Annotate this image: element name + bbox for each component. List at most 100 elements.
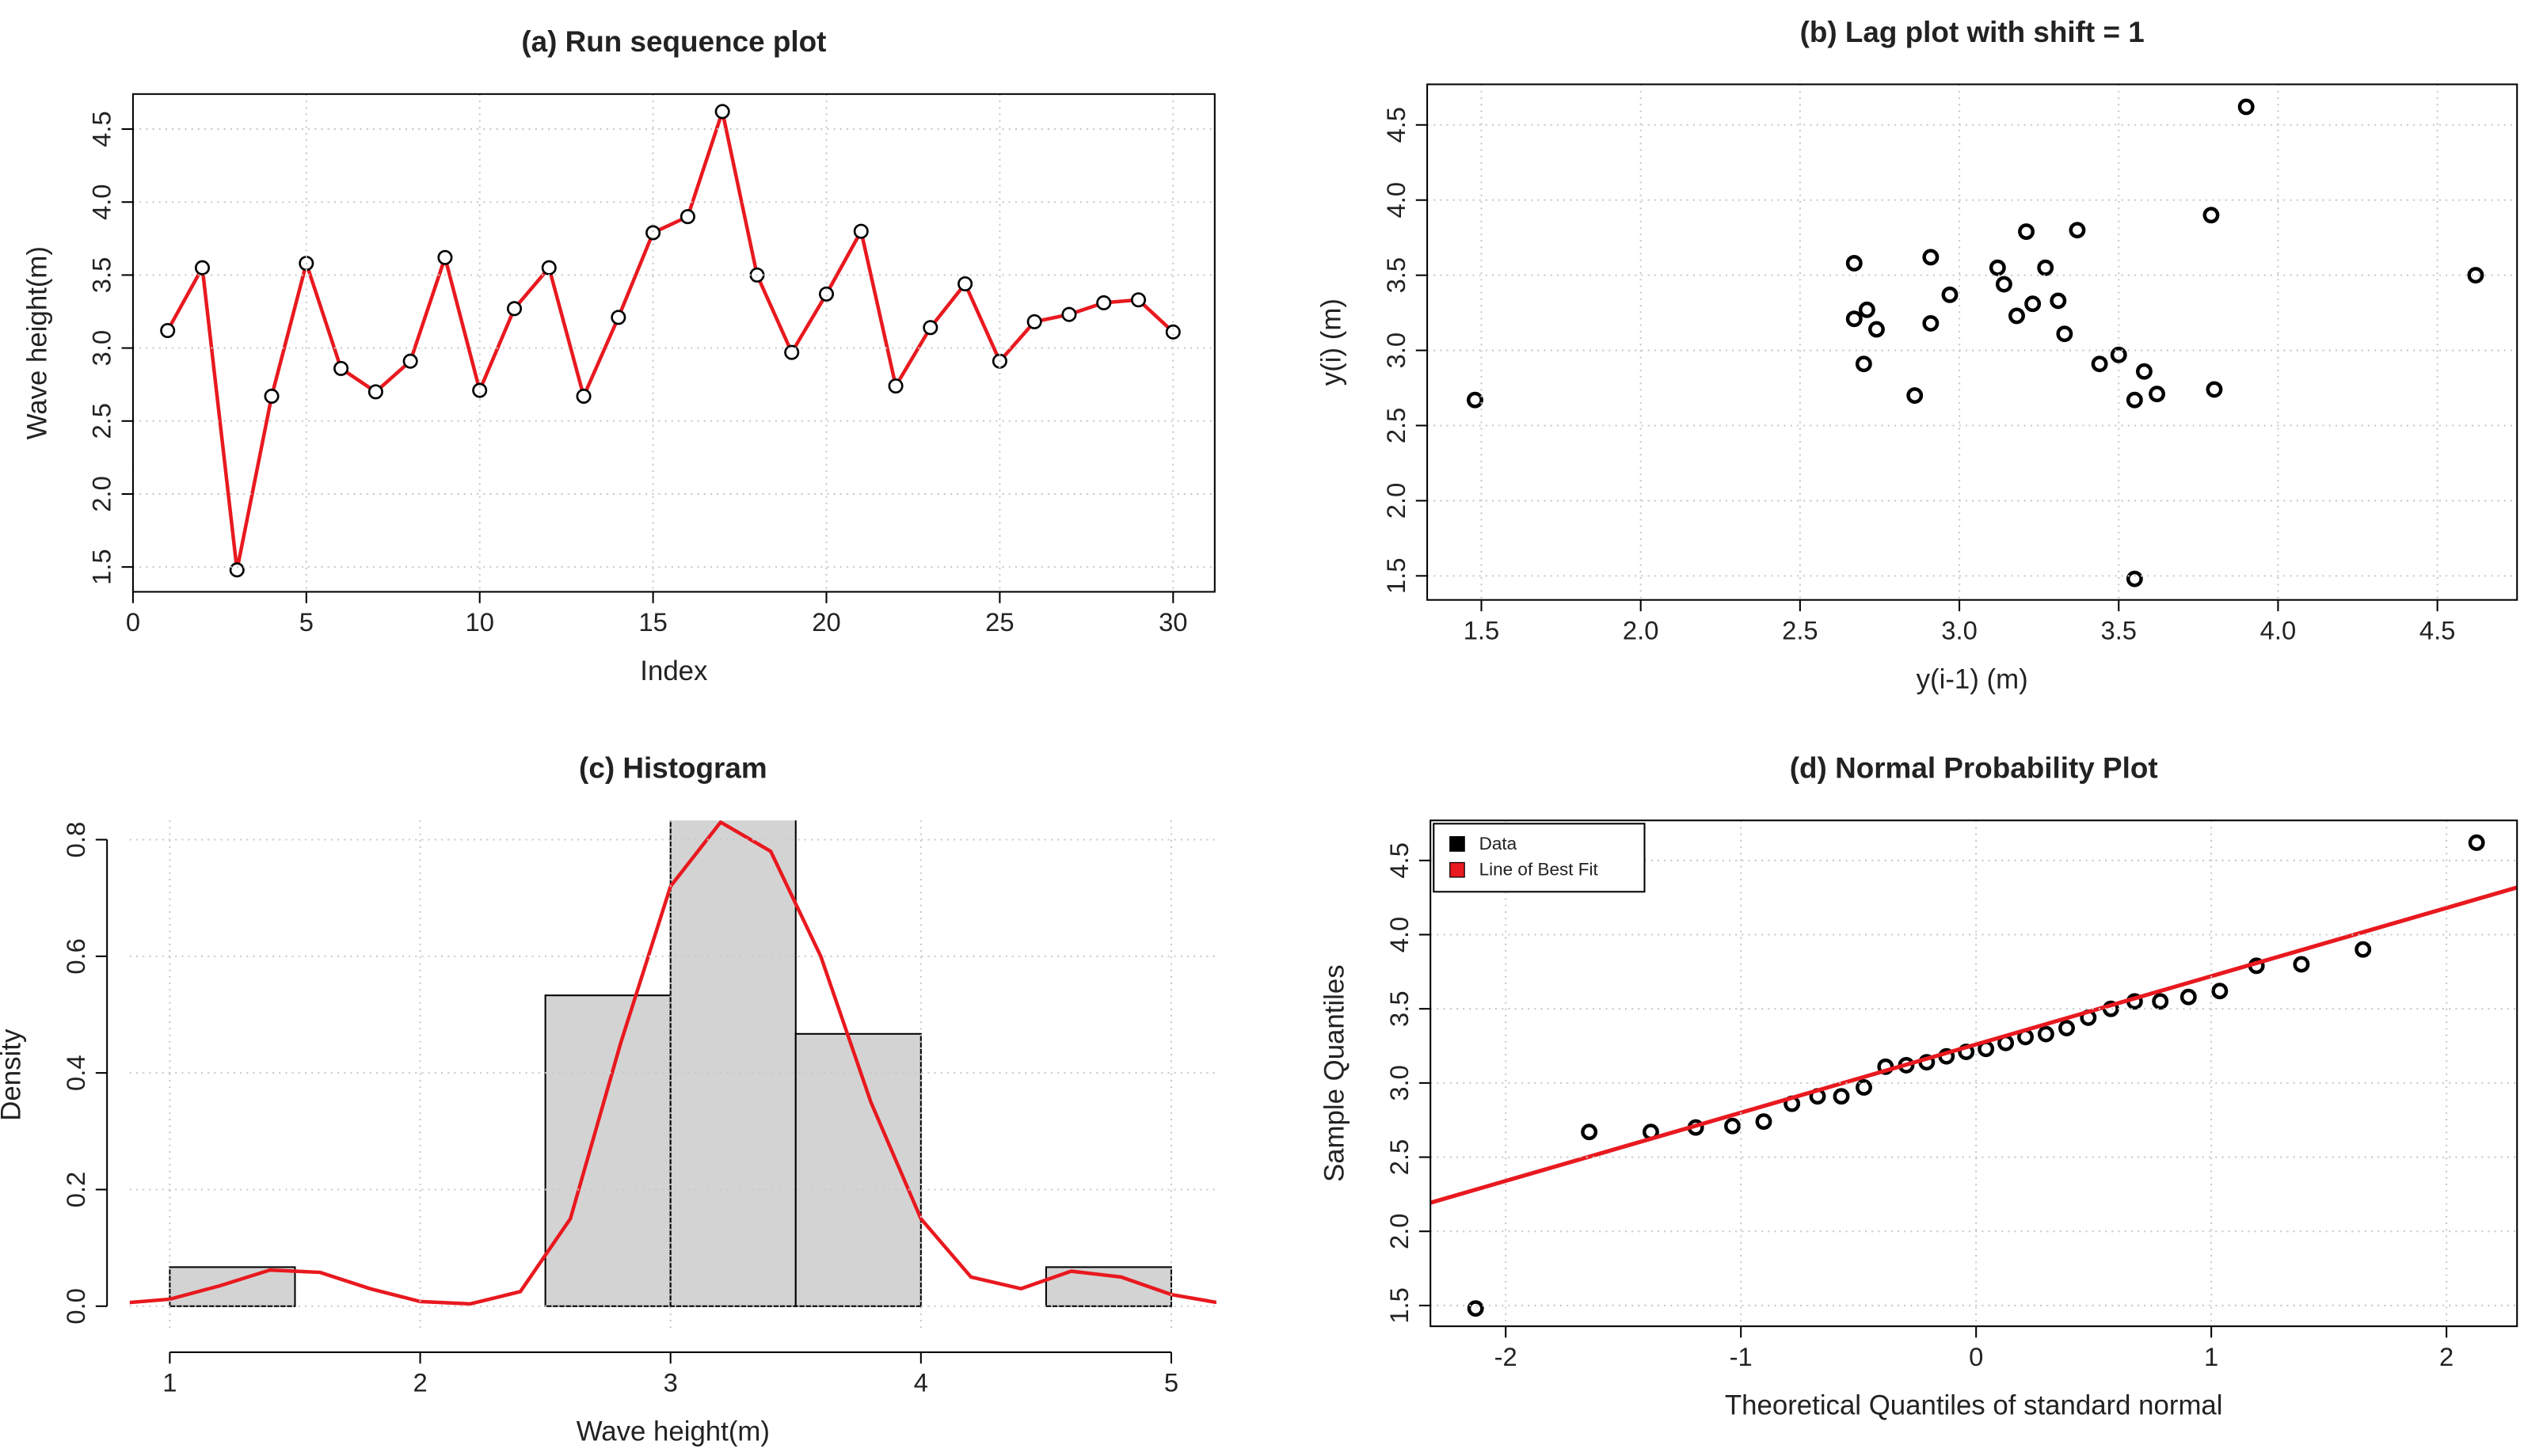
y-tick-label: 4.0 (1384, 917, 1414, 953)
point (1467, 1300, 1484, 1317)
y-axis-label: Density (0, 1028, 27, 1121)
bar (794, 1032, 922, 1307)
point (2293, 956, 2310, 973)
x-tick-label: 2.5 (1782, 615, 1818, 644)
point (2069, 222, 2086, 239)
x-tick-label: 3.5 (2100, 615, 2137, 644)
point (229, 562, 245, 578)
y-axis-label: Sample Quantiles (1319, 964, 1350, 1182)
point (1845, 310, 1863, 328)
y-tick-label: 3.0 (1381, 333, 1410, 369)
point (1941, 286, 1959, 303)
point (2355, 941, 2372, 958)
point (2211, 983, 2229, 1000)
point (2149, 386, 2165, 403)
point (1755, 1113, 1772, 1131)
point (818, 286, 835, 302)
y-tick-label: 4.5 (87, 111, 116, 147)
point (1833, 1088, 1850, 1105)
x-tick-label: 0 (126, 607, 140, 637)
point (1906, 387, 1924, 404)
y-tick-label: 1.5 (87, 549, 116, 585)
point (1922, 249, 1940, 266)
point (437, 249, 453, 265)
point (714, 104, 730, 120)
point (645, 225, 661, 241)
point (472, 382, 488, 398)
point (1856, 1079, 1872, 1096)
x-tick-label: 1.5 (1464, 615, 1500, 644)
x-tick-label: 0 (1969, 1342, 1983, 1371)
line (166, 105, 1174, 571)
point (2136, 363, 2153, 380)
x-tick-label: 3.0 (1941, 615, 1978, 644)
point (160, 322, 176, 338)
point (264, 388, 280, 404)
x-tick-label: 4.0 (2260, 615, 2297, 644)
plot-frame (1426, 83, 2518, 601)
plot-frame (1429, 819, 2518, 1328)
y-tick-label: 0.0 (61, 1288, 90, 1325)
x-tick-label: 3 (664, 1368, 678, 1397)
legend-box (1433, 823, 1646, 893)
x-tick-label: 5 (299, 607, 314, 637)
point (2126, 570, 2143, 587)
y-tick-label: 1.5 (1381, 558, 1410, 595)
point (576, 388, 592, 404)
panel: (d) Normal Probability Plot Theoretical Q… (1319, 751, 2518, 1421)
point (2037, 259, 2054, 276)
panel-title: (b) Lag plot with shift = 1 (1800, 16, 2145, 48)
point (2018, 223, 2035, 241)
fit-line (1430, 885, 2518, 1205)
y-tick-label: 4.5 (1381, 107, 1410, 143)
point (2091, 355, 2108, 373)
point (1061, 306, 1077, 322)
point (333, 360, 349, 376)
y-tick-label: 1.5 (1384, 1287, 1414, 1324)
x-tick-label: 15 (638, 607, 667, 637)
point (402, 353, 418, 369)
y-tick-label: 2.0 (87, 476, 116, 512)
bar (669, 820, 797, 1307)
point (680, 209, 695, 225)
point (1581, 1123, 1598, 1141)
point (1855, 355, 1872, 373)
y-tick-label: 4.0 (1381, 182, 1410, 219)
x-tick-label: 25 (985, 607, 1014, 637)
y-axis-label: y(i) (m) (1316, 298, 1347, 386)
point (611, 310, 626, 325)
point (1130, 292, 1147, 308)
panel: (b) Lag plot with shift = 1 y(i-1) (m) y(i… (1316, 16, 2518, 694)
panel-title: (a) Run sequence plot (521, 25, 826, 58)
point (957, 276, 973, 291)
y-tick-label: 3.5 (1381, 257, 1410, 294)
point (1877, 1058, 1894, 1075)
point (2110, 346, 2127, 363)
point (2056, 325, 2073, 343)
panel-title: (c) Histogram (579, 751, 767, 784)
point (2024, 295, 2042, 313)
point (1868, 321, 1885, 338)
legend-swatch (1449, 836, 1465, 852)
x-tick-label: 10 (465, 607, 493, 637)
y-tick-label: 4.0 (87, 184, 116, 220)
y-axis-label: Wave height(m) (21, 246, 52, 439)
y-tick-label: 2.0 (1384, 1213, 1414, 1249)
y-tick-label: 3.0 (87, 330, 116, 367)
point (2058, 1020, 2075, 1036)
point (1026, 314, 1042, 329)
x-axis-label: y(i-1) (m) (1917, 663, 2028, 694)
x-axis-label: Theoretical Quantiles of standard normal (1725, 1390, 2223, 1421)
point (1165, 324, 1181, 340)
x-tick-label: 1 (2204, 1342, 2218, 1371)
y-tick-label: 2.5 (1381, 408, 1410, 444)
panel: (c) Histogram Wave height(m) Density 1 2 3 4 5 0… (0, 751, 1216, 1447)
plot-area (160, 104, 1181, 578)
point (1096, 295, 1112, 310)
x-tick-label: 1 (162, 1368, 177, 1397)
x-tick-label: 2 (413, 1368, 427, 1397)
point (506, 301, 523, 317)
y-tick-label: 2.5 (1384, 1139, 1414, 1176)
